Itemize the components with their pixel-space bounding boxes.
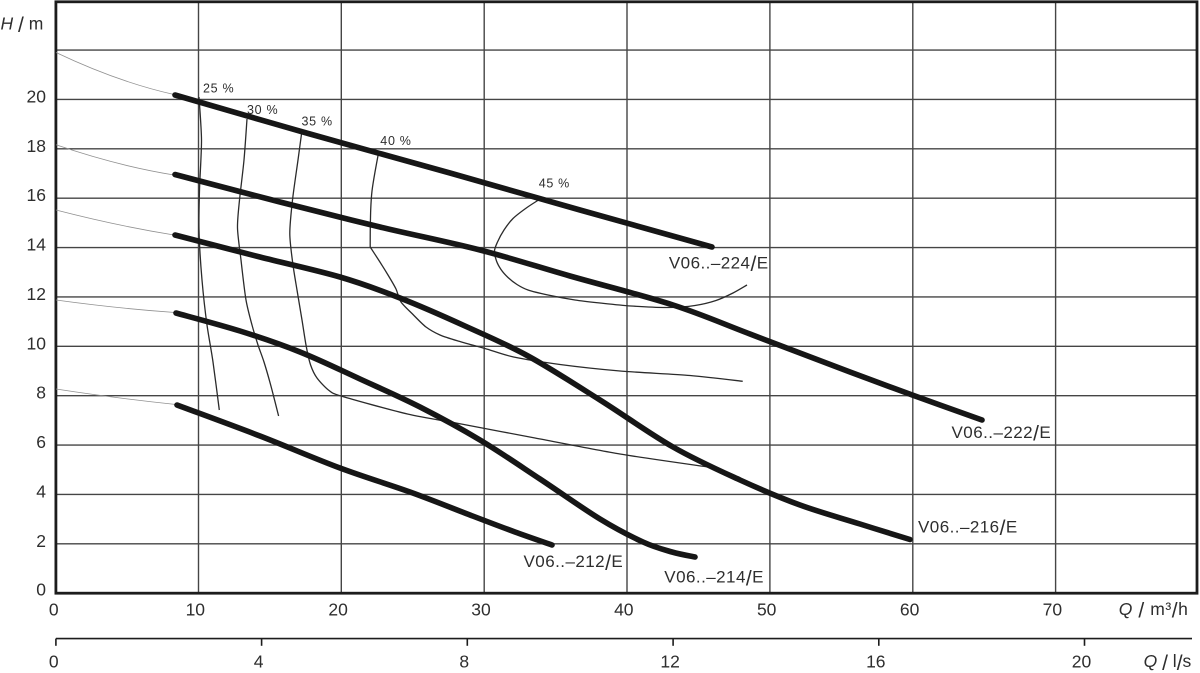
svg-text:V06..–224/E: V06..–224/E [669,253,769,276]
svg-text:4: 4 [36,481,46,501]
svg-text:10: 10 [27,333,47,353]
svg-text:Q / l/s: Q / l/s [1144,651,1192,673]
svg-text:V06..–214/E: V06..–214/E [664,567,764,590]
svg-text:50: 50 [757,600,777,620]
svg-text:20: 20 [328,600,348,620]
svg-text:60: 60 [900,600,920,620]
svg-text:0: 0 [36,580,46,600]
svg-text:20: 20 [27,86,47,106]
svg-text:H / m: H / m [1,13,44,37]
svg-text:12: 12 [27,284,46,304]
svg-text:20: 20 [1072,652,1092,672]
svg-text:8: 8 [36,383,46,403]
svg-text:14: 14 [27,235,47,255]
svg-text:6: 6 [36,432,46,452]
svg-text:0: 0 [49,652,59,672]
svg-text:45 %: 45 % [539,177,570,191]
svg-text:40 %: 40 % [380,134,411,148]
svg-text:12: 12 [660,652,679,672]
svg-text:18: 18 [27,136,46,156]
svg-text:8: 8 [459,652,469,672]
svg-text:30 %: 30 % [247,103,278,117]
svg-text:10: 10 [186,600,206,620]
svg-text:16: 16 [27,185,46,205]
svg-text:70: 70 [1043,600,1063,620]
svg-text:16: 16 [866,652,885,672]
svg-text:30: 30 [471,600,491,620]
svg-text:35 %: 35 % [302,115,333,129]
svg-text:V06..–222/E: V06..–222/E [952,423,1052,446]
svg-text:4: 4 [254,652,264,672]
svg-text:25 %: 25 % [203,81,234,95]
svg-text:0: 0 [49,600,59,620]
svg-text:40: 40 [614,600,634,620]
svg-text:V06..–212/E: V06..–212/E [524,552,624,575]
svg-text:2: 2 [36,531,46,551]
svg-text:V06..–216/E: V06..–216/E [918,517,1018,540]
svg-text:Q / m³/h: Q / m³/h [1119,599,1189,623]
